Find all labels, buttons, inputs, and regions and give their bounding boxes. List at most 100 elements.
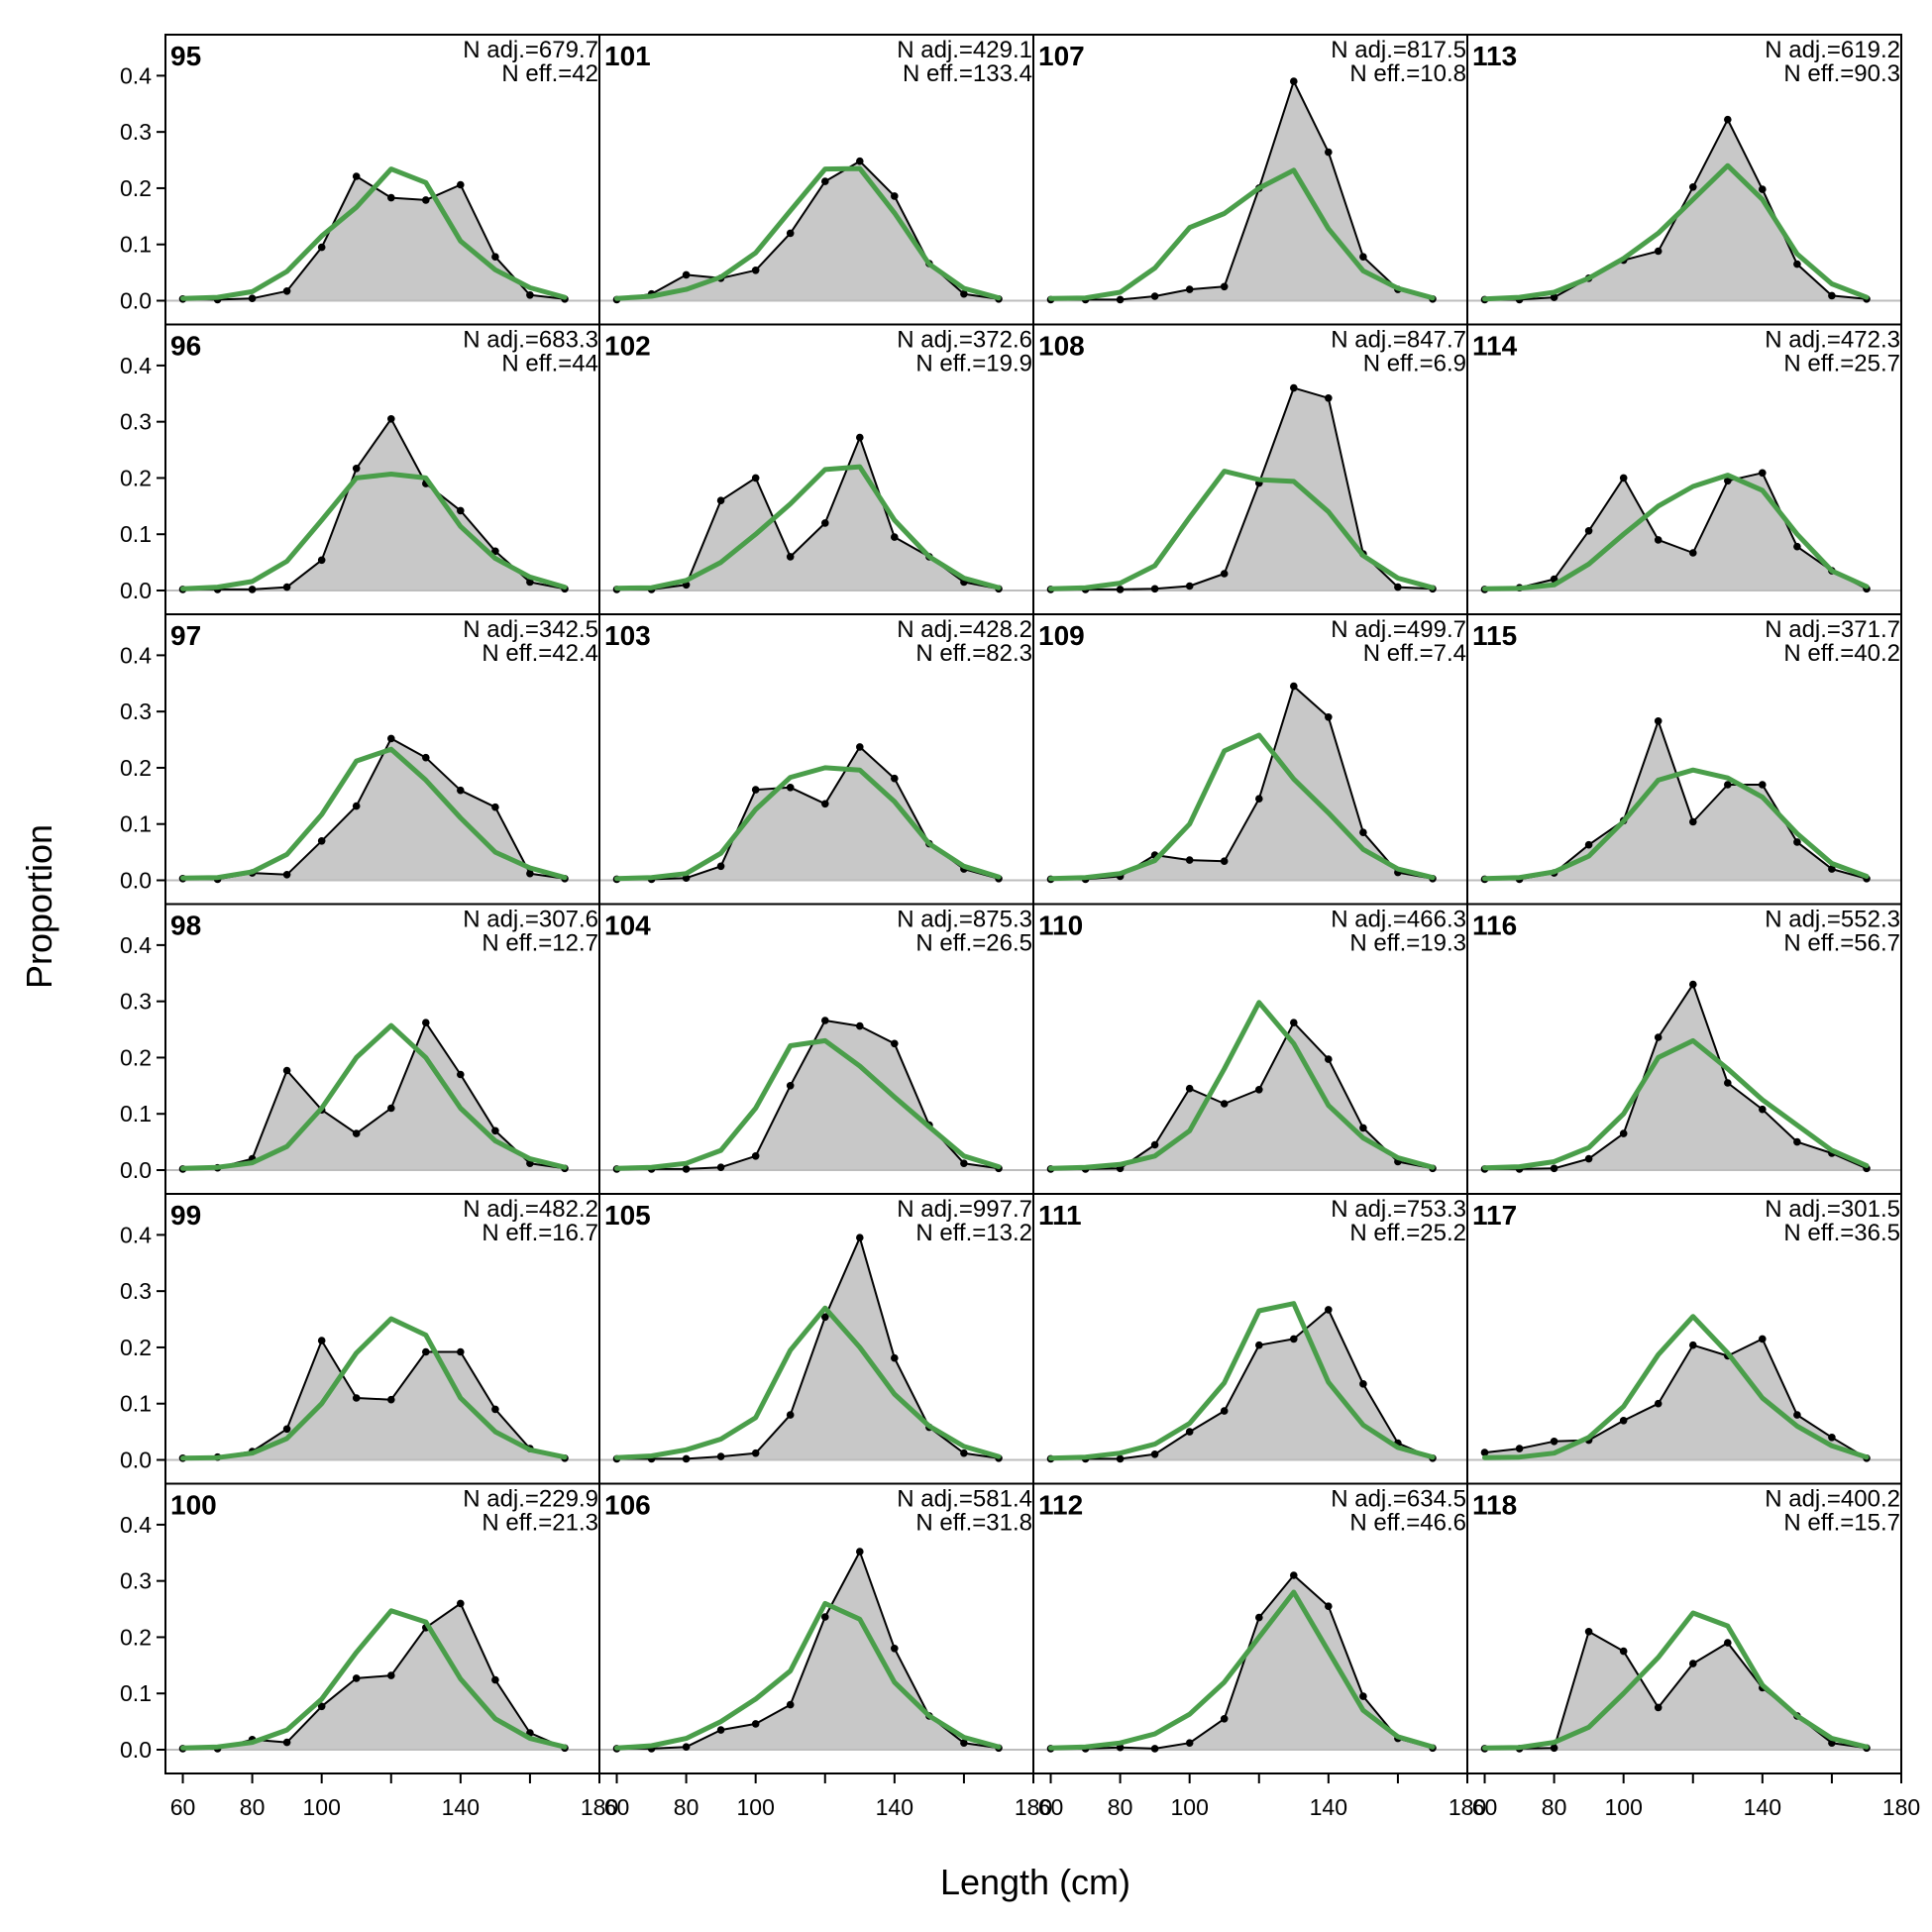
n-adj-label: N adj.=634.5	[1331, 1486, 1466, 1513]
n-adj-label: N adj.=679.7	[463, 37, 598, 63]
panel-label: 118	[1472, 1490, 1517, 1521]
n-eff-label: N eff.=25.2	[1349, 1220, 1466, 1246]
expected-line	[1048, 732, 1436, 882]
observed-point-140	[1325, 394, 1333, 402]
expected-line	[180, 1022, 568, 1171]
y-tick-label: 0.1	[120, 1391, 152, 1417]
observed-point-130	[856, 157, 864, 165]
x-tick-label: 140	[1744, 1794, 1781, 1820]
observed-point-150	[1793, 838, 1801, 846]
panel-label: 109	[1038, 620, 1085, 651]
y-tick-label: 0.0	[120, 1737, 152, 1763]
observed-point-150	[491, 1405, 499, 1414]
observed-area	[182, 176, 565, 301]
observed-point-100	[317, 556, 326, 565]
y-tick-label: 0.3	[120, 1278, 152, 1304]
observed-point-100	[751, 786, 760, 794]
panel-label: 100	[170, 1490, 217, 1521]
n-adj-label: N adj.=817.5	[1331, 37, 1466, 63]
observed-point-90	[1150, 292, 1159, 300]
observed-point-110	[1654, 1703, 1663, 1712]
observed-area	[1050, 387, 1433, 590]
panel-103: 103 N adj.=428.2N eff.=82.3	[598, 613, 1034, 906]
observed-area	[182, 738, 565, 881]
n-eff-label: N eff.=40.2	[1783, 640, 1900, 667]
panel-label: 114	[1472, 331, 1518, 362]
expected-line	[1482, 1610, 1870, 1751]
observed-point-120	[1689, 183, 1697, 191]
observed-point-100	[1185, 856, 1194, 864]
y-tick-label: 0.1	[120, 232, 152, 258]
observed-point-120	[387, 1671, 395, 1679]
observed-point-130	[1290, 1019, 1298, 1026]
observed-point-120	[387, 734, 395, 743]
y-tick-label: 0.2	[120, 465, 152, 490]
expected-line	[614, 765, 1002, 882]
observed-area	[616, 1020, 999, 1170]
observed-point-140	[1325, 1306, 1333, 1314]
observed-area	[1484, 984, 1867, 1170]
expected-line	[1482, 473, 1870, 591]
observed-point-100	[1619, 1647, 1628, 1656]
observed-point-120	[1689, 1341, 1697, 1349]
x-tick-label: 140	[876, 1794, 913, 1820]
n-eff-label: N eff.=26.5	[915, 930, 1032, 957]
observed-point-80	[1550, 1164, 1558, 1173]
observed-area	[1050, 686, 1433, 881]
observed-point-130	[856, 1548, 864, 1556]
observed-point-150	[491, 547, 499, 556]
observed-area	[182, 1603, 565, 1750]
observed-point-140	[891, 1353, 899, 1362]
n-eff-label: N eff.=16.7	[482, 1220, 598, 1246]
observed-point-140	[1759, 781, 1767, 789]
observed-point-140	[891, 533, 899, 541]
n-adj-label: N adj.=342.5	[463, 616, 598, 643]
panel-113: 113 N adj.=619.2N eff.=90.3	[1466, 34, 1902, 326]
observed-point-110	[1654, 1399, 1663, 1408]
observed-point-110	[786, 229, 795, 238]
observed-point-110	[1654, 536, 1663, 544]
observed-point-90	[1150, 585, 1159, 593]
observed-point-120	[821, 1017, 829, 1024]
observed-point-110	[1220, 857, 1229, 865]
panel-label: 115	[1472, 620, 1517, 651]
y-tick-label: 0.3	[120, 1568, 152, 1594]
observed-point-130	[1724, 1079, 1732, 1087]
n-adj-label: N adj.=301.5	[1765, 1196, 1900, 1223]
panel-105: 105 N adj.=997.7N eff.=13.2	[598, 1193, 1034, 1485]
y-tick-label: 0.0	[120, 288, 152, 314]
n-eff-label: N eff.=19.3	[1349, 930, 1466, 957]
observed-point-80	[1550, 293, 1558, 301]
observed-point-120	[821, 1613, 829, 1621]
expected-line	[1482, 1037, 1870, 1171]
x-tick-label: 60	[1472, 1794, 1498, 1820]
expected-line	[180, 166, 568, 301]
panel-label: 104	[604, 911, 651, 941]
y-axis: 0.0 0.1 0.2 0.3 0.4 0.0 0.1 0.2 0.3 0.4 0.0 0.1 0.2 0…	[120, 62, 165, 1763]
x-tick-label: 80	[1108, 1794, 1133, 1820]
observed-point-110	[352, 465, 361, 473]
observed-point-90	[1150, 1450, 1159, 1458]
panel-frame	[1466, 1482, 1902, 1774]
observed-point-140	[1759, 1105, 1767, 1114]
observed-point-160	[1828, 1434, 1836, 1442]
panel-label: 103	[604, 620, 651, 651]
n-eff-label: N eff.=7.4	[1363, 640, 1466, 667]
panel-label: 105	[604, 1200, 651, 1231]
panel-label: 108	[1038, 331, 1085, 362]
observed-point-140	[1759, 469, 1767, 478]
observed-line	[1484, 472, 1868, 590]
n-eff-label: N eff.=46.6	[1349, 1510, 1466, 1537]
observed-point-100	[1185, 582, 1194, 590]
observed-point-80	[682, 1165, 691, 1173]
observed-point-90	[282, 287, 291, 295]
panel-104: 104 N adj.=875.3N eff.=26.5	[598, 903, 1034, 1195]
n-adj-label: N adj.=499.7	[1331, 616, 1466, 643]
panel-label: 95	[170, 41, 201, 71]
observed-point-140	[891, 774, 899, 783]
n-adj-label: N adj.=472.3	[1765, 327, 1900, 354]
observed-point-120	[1689, 980, 1697, 989]
observed-point-100	[317, 1337, 326, 1344]
